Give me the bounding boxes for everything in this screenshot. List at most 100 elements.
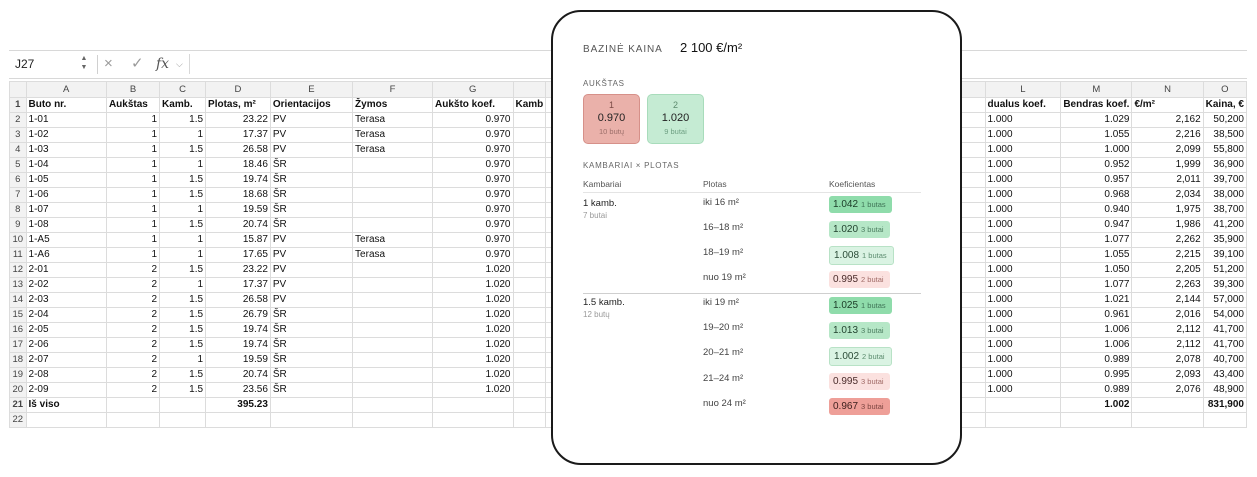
cell[interactable]: 1.077 — [1060, 277, 1133, 293]
header-cell[interactable]: Kamb — [512, 97, 547, 113]
cell[interactable]: 2,205 — [1131, 262, 1204, 278]
row-number[interactable]: 21 — [9, 397, 27, 413]
cell[interactable]: 1.000 — [984, 247, 1062, 263]
cell[interactable]: 51,200 — [1202, 262, 1248, 278]
cell[interactable]: 2-08 — [25, 367, 107, 383]
cell[interactable]: 1 — [105, 127, 161, 143]
row-number[interactable]: 2 — [9, 112, 27, 128]
coefficient-badge[interactable]: 0.995 2 butai — [829, 271, 890, 288]
cell[interactable]: 1-A6 — [25, 247, 107, 263]
cell[interactable]: 2-05 — [25, 322, 107, 338]
cell[interactable]: 1.020 — [431, 292, 514, 308]
cell[interactable]: Terasa — [352, 232, 433, 248]
cell[interactable]: 0.995 — [1060, 367, 1133, 383]
cell[interactable]: 2-02 — [25, 277, 107, 293]
cell[interactable]: 15.87 — [205, 232, 271, 248]
cell[interactable]: 41,200 — [1202, 217, 1248, 233]
cell[interactable]: 1.000 — [984, 112, 1062, 128]
cell[interactable] — [352, 172, 433, 188]
column-header[interactable]: F — [352, 81, 433, 98]
cell[interactable]: 1-03 — [25, 142, 107, 158]
row-number[interactable]: 16 — [9, 322, 27, 338]
cell[interactable]: 2,112 — [1131, 322, 1204, 338]
row-number[interactable]: 13 — [9, 277, 27, 293]
header-cell[interactable]: Orientacijos — [269, 97, 354, 113]
cell[interactable]: 1 — [159, 247, 207, 263]
cell[interactable] — [512, 322, 547, 338]
cell[interactable]: 1.029 — [1060, 112, 1133, 128]
row-number[interactable]: 8 — [9, 202, 27, 218]
column-header[interactable]: G — [431, 81, 514, 98]
cell[interactable]: 1.000 — [984, 337, 1062, 353]
cell[interactable]: ŠR — [269, 202, 354, 218]
column-header[interactable]: B — [105, 81, 161, 98]
cell[interactable]: 2 — [105, 367, 161, 383]
cell[interactable]: ŠR — [269, 337, 354, 353]
cell[interactable] — [352, 322, 433, 338]
cell[interactable]: 2 — [105, 337, 161, 353]
cell[interactable] — [352, 277, 433, 293]
cell[interactable]: 0.940 — [1060, 202, 1133, 218]
cell[interactable]: 0.970 — [431, 217, 514, 233]
cell[interactable] — [512, 382, 547, 398]
name-box[interactable]: J27 — [15, 57, 35, 71]
header-cell[interactable]: €/m² — [1131, 97, 1204, 113]
cell[interactable]: 1.006 — [1060, 337, 1133, 353]
cell[interactable]: 1.000 — [984, 172, 1062, 188]
cell[interactable]: 2,011 — [1131, 172, 1204, 188]
cell[interactable]: 1-05 — [25, 172, 107, 188]
cell[interactable]: 2,099 — [1131, 142, 1204, 158]
cell[interactable]: 19.74 — [205, 172, 271, 188]
cell[interactable] — [512, 367, 547, 383]
cell[interactable]: 1 — [105, 232, 161, 248]
cell[interactable]: 0.970 — [431, 187, 514, 203]
cell[interactable]: 23.22 — [205, 262, 271, 278]
cell[interactable] — [512, 232, 547, 248]
cell[interactable]: ŠR — [269, 352, 354, 368]
cell[interactable]: 1.021 — [1060, 292, 1133, 308]
cell[interactable] — [352, 187, 433, 203]
cell[interactable] — [352, 337, 433, 353]
cell[interactable]: 1 — [105, 202, 161, 218]
cell[interactable]: 2,093 — [1131, 367, 1204, 383]
cell[interactable] — [352, 397, 433, 413]
cell[interactable] — [431, 412, 514, 428]
cell[interactable]: 1.000 — [984, 307, 1062, 323]
cell[interactable]: 20.74 — [205, 217, 271, 233]
row-number[interactable]: 7 — [9, 187, 27, 203]
cell[interactable] — [352, 157, 433, 173]
cell[interactable] — [512, 157, 547, 173]
cell[interactable]: 1.000 — [984, 187, 1062, 203]
row-number[interactable]: 10 — [9, 232, 27, 248]
cell[interactable]: 1-04 — [25, 157, 107, 173]
cell[interactable] — [352, 217, 433, 233]
cell[interactable]: 1,975 — [1131, 202, 1204, 218]
select-all-corner[interactable] — [9, 81, 27, 98]
cell[interactable] — [512, 202, 547, 218]
header-cell[interactable]: Kaina, € — [1202, 97, 1248, 113]
header-cell[interactable]: Buto nr. — [25, 97, 107, 113]
cell[interactable]: 1.5 — [159, 172, 207, 188]
cell[interactable]: 2,216 — [1131, 127, 1204, 143]
cell[interactable]: 1 — [105, 247, 161, 263]
cell[interactable]: 1.050 — [1060, 262, 1133, 278]
cancel-icon[interactable]: × — [104, 55, 113, 72]
cell[interactable] — [352, 262, 433, 278]
cell[interactable]: 1.000 — [984, 127, 1062, 143]
cell[interactable]: 395.23 — [205, 397, 271, 413]
cell[interactable]: 38,700 — [1202, 202, 1248, 218]
cell[interactable]: 50,200 — [1202, 112, 1248, 128]
cell[interactable]: 1.020 — [431, 367, 514, 383]
cell[interactable]: 0.947 — [1060, 217, 1133, 233]
cell[interactable] — [984, 397, 1062, 413]
row-number[interactable]: 5 — [9, 157, 27, 173]
cell[interactable] — [352, 307, 433, 323]
cell[interactable]: 1.5 — [159, 307, 207, 323]
cell[interactable]: 55,800 — [1202, 142, 1248, 158]
cell[interactable] — [1131, 397, 1204, 413]
cell[interactable]: 26.58 — [205, 142, 271, 158]
cell[interactable] — [512, 247, 547, 263]
cell[interactable]: 1 — [159, 352, 207, 368]
cell[interactable] — [269, 412, 354, 428]
cell[interactable]: 1.5 — [159, 217, 207, 233]
